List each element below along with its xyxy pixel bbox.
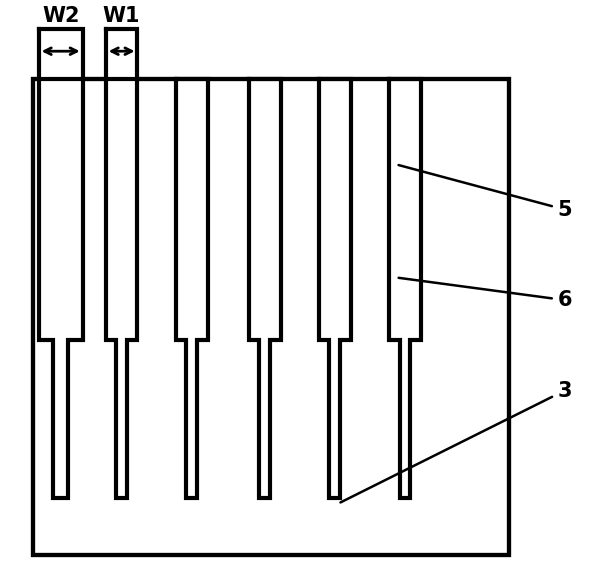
Text: 5: 5 bbox=[399, 165, 572, 220]
Polygon shape bbox=[39, 28, 82, 498]
Bar bbox=[33, 79, 509, 554]
Polygon shape bbox=[389, 79, 421, 498]
Text: 3: 3 bbox=[341, 380, 572, 502]
Bar bbox=[33, 79, 509, 554]
Text: W2: W2 bbox=[42, 6, 79, 26]
Text: W1: W1 bbox=[103, 6, 140, 26]
Text: 6: 6 bbox=[399, 278, 572, 310]
Polygon shape bbox=[176, 79, 207, 498]
Polygon shape bbox=[319, 79, 351, 498]
Polygon shape bbox=[106, 28, 138, 498]
Polygon shape bbox=[249, 79, 280, 498]
